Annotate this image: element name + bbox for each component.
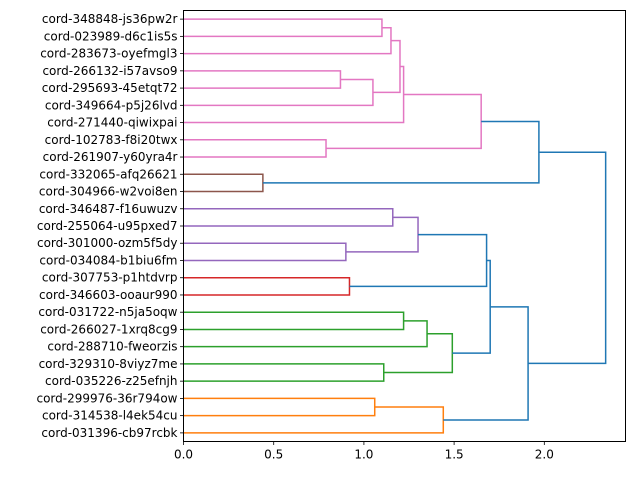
link-m13 <box>345 216 419 253</box>
leaf-label: cord-299976-36r794ow <box>36 391 177 405</box>
leaf-label: cord-348848-js36pw2r <box>42 12 178 26</box>
leaf-label: cord-255064-u95pxed7 <box>37 219 178 233</box>
link-m4 <box>183 78 374 107</box>
x-tick-label: 1.5 <box>445 448 464 462</box>
leaf-label: cord-295693-45etqt72 <box>42 81 178 95</box>
x-tick-label: 0.0 <box>174 448 193 462</box>
link-m14 <box>183 276 351 296</box>
leaf-label: cord-261907-y60yra4r <box>43 150 178 164</box>
link-m12 <box>183 242 347 262</box>
leaf-label: cord-329310-8viyz7me <box>39 357 178 371</box>
link-m10 <box>262 120 540 184</box>
leaf-label: cord-102783-f8i20twx <box>45 133 178 147</box>
leaf-labels: cord-348848-js36pw2r cord-023989-d6c1is5s… <box>36 12 184 440</box>
x-axis-ticks: 0.0 0.5 1.0 1.5 2.0 <box>174 441 554 462</box>
link-m11 <box>183 208 394 227</box>
leaf-label: cord-266027-1xrq8cg9 <box>40 322 177 336</box>
link-m2 <box>183 26 392 55</box>
link-m7 <box>183 139 327 158</box>
leaf-label: cord-283673-oyefmgl3 <box>40 47 177 61</box>
leaf-label: cord-266132-i57avso9 <box>42 64 177 78</box>
link-m21 <box>183 397 376 417</box>
link-m22 <box>183 406 445 434</box>
leaf-label: cord-031396-cb97rcbk <box>41 426 177 440</box>
link-m24 <box>528 151 607 365</box>
link-m23 <box>443 306 529 421</box>
link-m3 <box>183 70 342 89</box>
leaf-label: cord-332065-afq26621 <box>39 167 177 181</box>
link-m18 <box>183 363 385 382</box>
leaf-label: cord-035226-z25efnjh <box>45 374 177 388</box>
x-tick-label: 1.0 <box>354 448 373 462</box>
leaf-label: cord-288710-fweorzis <box>47 340 177 354</box>
leaf-label: cord-271440-qiwixpai <box>47 116 177 130</box>
leaf-label: cord-031722-n5ja5oqw <box>38 305 177 319</box>
link-m16 <box>183 311 405 331</box>
link-m5 <box>372 39 401 94</box>
link-m1 <box>183 18 383 38</box>
link-m17 <box>183 320 428 348</box>
leaf-label: cord-346487-f16uwuzv <box>39 202 178 216</box>
link-m20 <box>452 259 491 354</box>
link-m9 <box>183 173 264 193</box>
link-m6 <box>183 65 405 124</box>
link-m8 <box>326 93 482 150</box>
leaf-label: cord-346603-ooaur990 <box>39 288 177 302</box>
x-tick-label: 2.0 <box>535 448 554 462</box>
leaf-label: cord-301000-ozm5f5dy <box>37 236 178 250</box>
x-tick-label: 0.5 <box>264 448 283 462</box>
leaf-label: cord-023989-d6c1is5s <box>44 29 178 43</box>
leaf-label: cord-034084-b1biu6fm <box>39 253 177 267</box>
leaf-label: cord-304966-w2voi8en <box>39 185 178 199</box>
leaf-label: cord-307753-p1htdvrp <box>42 271 178 285</box>
leaf-label: cord-349664-p5j26lvd <box>45 98 178 112</box>
leaf-label: cord-314538-l4ek54cu <box>42 409 178 423</box>
dendrogram-links <box>183 18 607 434</box>
link-m19 <box>383 333 454 374</box>
